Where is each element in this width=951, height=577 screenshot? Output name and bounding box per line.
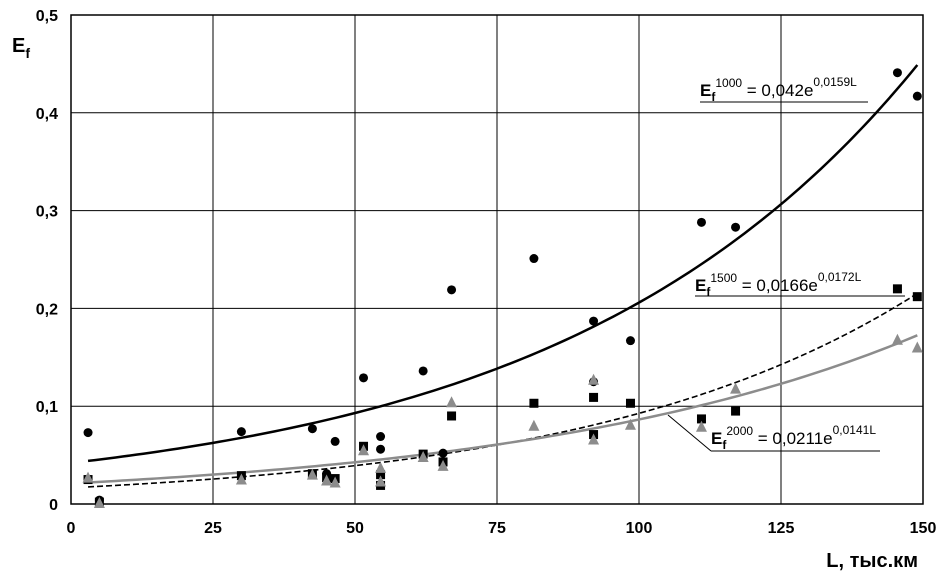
triangle-marker bbox=[93, 497, 105, 509]
triangle-marker bbox=[446, 396, 458, 408]
triangle-marker bbox=[235, 473, 247, 485]
triangle-marker bbox=[695, 420, 707, 432]
square-marker bbox=[529, 398, 539, 408]
circle-marker bbox=[236, 427, 246, 437]
circle-marker bbox=[376, 432, 386, 442]
circle-marker bbox=[83, 428, 93, 438]
x-tick-label: 50 bbox=[346, 520, 364, 537]
equation-labels: Ef1000 = 0,042e0,0159L Ef1500 = 0,0166e0… bbox=[667, 75, 905, 452]
x-tick-label: 75 bbox=[488, 520, 506, 537]
triangle-marker bbox=[624, 418, 636, 430]
circle-marker bbox=[438, 448, 448, 458]
grid-lines bbox=[70, 14, 924, 505]
triangle-marker bbox=[358, 444, 370, 456]
circle-marker bbox=[359, 373, 369, 383]
plot-frame bbox=[70, 14, 924, 505]
x-tick-label: 25 bbox=[204, 520, 222, 537]
square-marker bbox=[731, 406, 741, 416]
square-marker bbox=[447, 411, 457, 421]
x-tick-label: 150 bbox=[910, 520, 937, 537]
triangle-marker bbox=[730, 382, 742, 394]
y-tick-label: 0 bbox=[49, 497, 58, 514]
triangle-marker bbox=[911, 341, 923, 353]
eq-1000-label: Ef1000 = 0,042e0,0159L bbox=[700, 75, 857, 104]
x-tick-label: 125 bbox=[768, 520, 795, 537]
square-marker bbox=[625, 398, 635, 408]
circle-marker bbox=[529, 254, 539, 264]
trendline-2000 bbox=[87, 334, 918, 484]
eq-2000-label: Ef2000 = 0,0211e0,0141L bbox=[711, 423, 876, 452]
circle-marker bbox=[625, 336, 635, 346]
triangle-marker bbox=[437, 459, 449, 471]
triangle-marker bbox=[588, 373, 600, 385]
tick-labels: 0 25 50 75 100 125 150 0 0,1 0,2 0,3 0,4 0,5 bbox=[36, 8, 937, 537]
square-marker bbox=[376, 470, 386, 480]
eq-1500-label: Ef1500 = 0,0166e0,0172L bbox=[695, 270, 862, 299]
x-tick-label: 0 bbox=[67, 520, 76, 537]
square-marker bbox=[912, 292, 922, 302]
triangle-marker bbox=[375, 475, 387, 487]
circle-marker bbox=[696, 217, 706, 227]
triangle-marker bbox=[417, 451, 429, 463]
square-marker bbox=[589, 392, 599, 402]
triangle-marker bbox=[891, 333, 903, 345]
square-marker bbox=[696, 414, 706, 424]
trendline-1500 bbox=[87, 292, 918, 488]
data-markers bbox=[82, 68, 923, 509]
eq-2000-pointer bbox=[667, 414, 712, 452]
y-tick-label: 0,5 bbox=[36, 8, 58, 25]
trendlines bbox=[87, 64, 919, 488]
y-axis-title: Ef bbox=[12, 35, 30, 61]
circle-marker bbox=[912, 91, 922, 101]
trendline-1000 bbox=[87, 64, 919, 463]
y-tick-label: 0,2 bbox=[36, 301, 58, 318]
circle-marker bbox=[307, 424, 317, 434]
circle-marker bbox=[447, 285, 457, 295]
y-tick-label: 0,1 bbox=[36, 399, 58, 416]
triangle-marker bbox=[82, 471, 94, 483]
triangle-marker bbox=[329, 476, 341, 488]
circle-marker bbox=[589, 316, 599, 326]
y-tick-label: 0,4 bbox=[36, 106, 58, 123]
x-axis-title: L, тыс.км bbox=[826, 550, 918, 572]
circle-marker bbox=[418, 366, 428, 376]
triangle-marker bbox=[375, 461, 387, 473]
y-tick-label: 0,3 bbox=[36, 204, 58, 221]
circle-marker bbox=[376, 444, 386, 454]
square-marker bbox=[892, 284, 902, 294]
circle-marker bbox=[892, 68, 902, 78]
triangle-marker bbox=[528, 419, 540, 431]
triangle-marker bbox=[588, 433, 600, 445]
x-tick-label: 100 bbox=[626, 520, 653, 537]
triangle-marker bbox=[306, 468, 318, 480]
triangle-marker bbox=[321, 474, 333, 486]
circle-marker bbox=[330, 436, 340, 446]
circle-marker bbox=[731, 222, 741, 232]
